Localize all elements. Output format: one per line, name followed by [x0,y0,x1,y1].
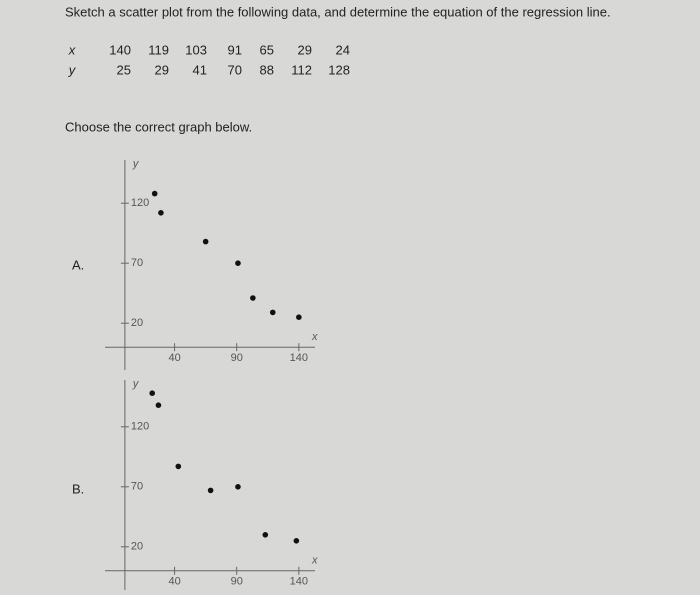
point [155,402,162,409]
table-cell: 65 [260,42,274,57]
table-cell: 41 [193,62,207,77]
point [151,190,158,197]
prompt: Choose the correct graph below. [65,119,252,134]
option-label[interactable]: A. [72,257,84,272]
point [296,314,302,321]
point [158,210,164,216]
x-tick-label: 140 [290,352,308,364]
y-tick-label: 120 [131,421,149,433]
row-label: y [68,62,77,77]
table-cell: 25 [117,62,131,77]
row-label: x [68,42,76,57]
y-tick-label: 70 [131,481,143,493]
y-tick-label: 20 [131,317,143,329]
table-cell: 91 [228,42,242,57]
y-axis-label: y [132,378,140,390]
question: Sketch a scatter plot from the following… [65,4,611,19]
point [235,484,241,490]
point [149,390,156,397]
table-cell: 24 [336,42,350,57]
y-axis-label: y [132,158,140,170]
y-tick-label: 20 [131,541,143,553]
x-axis-label: x [311,555,318,567]
table-cell: 29 [155,62,169,77]
x-tick-label: 140 [290,576,308,588]
point [293,538,300,544]
table-cell: 88 [260,62,274,77]
table-cell: 119 [148,42,169,57]
point [269,309,276,316]
point [175,463,182,470]
table-cell: 103 [185,42,207,57]
x-tick-label: 90 [231,576,243,588]
point [250,295,256,301]
point [202,238,209,245]
table-cell: 70 [228,62,242,77]
x-tick-label: 40 [168,352,180,364]
table-cell: 112 [291,62,312,77]
table-cell: 140 [109,42,131,57]
point [235,260,241,267]
y-tick-label: 120 [131,197,149,209]
table-cell: 29 [298,42,312,57]
x-tick-label: 90 [231,352,243,364]
point [262,532,269,538]
point [207,487,214,494]
x-tick-label: 40 [168,576,180,588]
table-cell: 128 [328,62,350,77]
x-axis-label: x [311,331,318,343]
option-label[interactable]: B. [72,481,84,496]
y-tick-label: 70 [131,257,143,269]
